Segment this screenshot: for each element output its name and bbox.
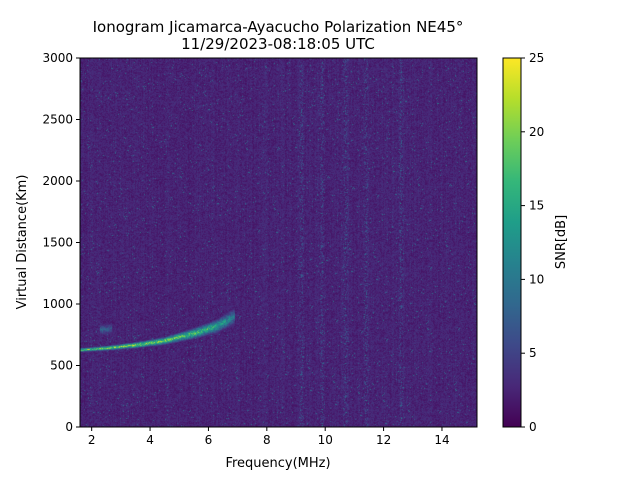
colorbar-label: SNR[dB] bbox=[554, 215, 569, 269]
chart-title-line-2: 11/29/2023-08:18:05 UTC bbox=[181, 35, 375, 53]
y-tick-label: 1000 bbox=[42, 297, 73, 311]
x-tick-label: 14 bbox=[434, 433, 449, 447]
x-axis-label: Frequency(MHz) bbox=[225, 456, 330, 471]
colorbar-tick-label: 20 bbox=[529, 125, 544, 139]
colorbar-tick-label: 0 bbox=[529, 420, 537, 434]
y-tick-label: 2500 bbox=[42, 113, 73, 127]
x-tick-label: 6 bbox=[205, 433, 213, 447]
x-tick-label: 8 bbox=[263, 433, 271, 447]
x-tick-label: 10 bbox=[318, 433, 333, 447]
x-tick-label: 4 bbox=[146, 433, 154, 447]
colorbar-tick-label: 15 bbox=[529, 199, 544, 213]
x-tick-label: 2 bbox=[88, 433, 96, 447]
chart-title-line-1: Ionogram Jicamarca-Ayacucho Polarization… bbox=[93, 18, 464, 36]
y-tick-label: 1500 bbox=[42, 236, 73, 250]
x-tick-label: 12 bbox=[376, 433, 391, 447]
y-axis: 0 500 1000 1500 2000 2500 3000 bbox=[42, 51, 80, 434]
y-axis-label: Virtual Distance(Km) bbox=[15, 175, 30, 310]
colorbar-gradient bbox=[502, 57, 522, 428]
colorbar: 0 5 10 15 20 25 bbox=[502, 51, 544, 434]
y-tick-label: 0 bbox=[65, 420, 73, 434]
colorbar-tick-label: 25 bbox=[529, 51, 544, 65]
plot-area bbox=[79, 57, 478, 428]
colorbar-tick-label: 10 bbox=[529, 272, 544, 286]
y-tick-label: 3000 bbox=[42, 51, 73, 65]
colorbar-tick-label: 5 bbox=[529, 346, 537, 360]
heatmap-raster bbox=[80, 58, 477, 427]
y-tick-label: 500 bbox=[50, 359, 73, 373]
y-tick-label: 2000 bbox=[42, 174, 73, 188]
x-axis: 2 4 6 8 10 12 14 bbox=[88, 427, 450, 447]
colorbar-ticks: 0 5 10 15 20 25 bbox=[521, 51, 544, 434]
